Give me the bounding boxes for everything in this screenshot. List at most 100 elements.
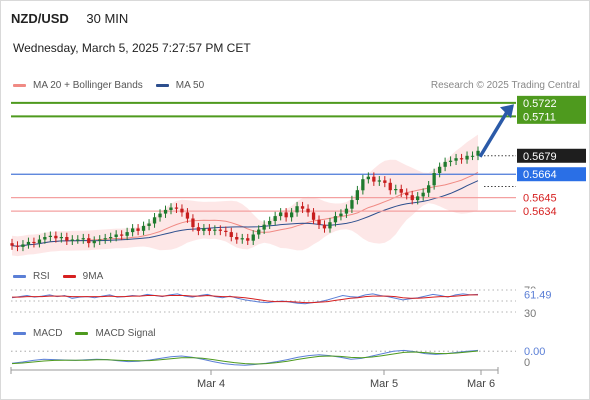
candle-body	[427, 185, 431, 193]
legend-swatch	[13, 332, 26, 335]
candle-body	[120, 234, 124, 236]
candle-body	[240, 238, 244, 240]
candle-body	[333, 216, 338, 223]
candle-body	[328, 222, 332, 229]
candle-body	[169, 207, 173, 210]
candle-body	[448, 160, 453, 162]
candle-body	[279, 212, 283, 217]
legend-label: 9MA	[82, 271, 104, 282]
candle-body	[87, 238, 91, 244]
candle-body	[372, 176, 376, 182]
legend-item-ma20: MA 20 + Bollinger Bands	[13, 80, 143, 91]
candle-body	[290, 212, 294, 218]
candle-body	[306, 208, 310, 213]
candle-body	[295, 206, 299, 213]
candle-body	[114, 234, 118, 237]
macd-tick-0: 0	[524, 357, 530, 369]
credit-text: Research © 2025 Trading Central	[430, 80, 580, 91]
candle-body	[284, 212, 288, 218]
legend-item-macd-signal: MACD Signal	[75, 328, 155, 339]
candle-body	[92, 240, 96, 244]
legend-label: MA 20 + Bollinger Bands	[33, 80, 143, 91]
candle-body	[21, 244, 25, 247]
candle-body	[185, 212, 190, 219]
candle-body	[476, 150, 480, 156]
candle-body	[54, 235, 58, 239]
candle-body	[350, 200, 354, 209]
candle-body	[262, 224, 266, 230]
candle-body	[399, 189, 403, 193]
legend-swatch	[155, 84, 169, 87]
candle-body	[251, 234, 255, 241]
candle-body	[229, 232, 233, 237]
legend-item-rsi: RSI	[13, 271, 50, 282]
candle-body	[366, 176, 370, 180]
candle-body	[158, 213, 162, 218]
candle-body	[32, 241, 36, 244]
candle-body	[235, 237, 239, 240]
resistance-tag-bg	[517, 95, 586, 124]
support-tag: 0.5645	[523, 193, 557, 205]
candle-body	[322, 224, 327, 229]
candle-body	[37, 239, 42, 244]
macd-signal-line	[11, 350, 479, 365]
candle-body	[246, 238, 250, 241]
candle-body	[218, 229, 222, 231]
chart-header: NZD/USD 30 MIN	[11, 11, 128, 26]
candle-body	[43, 237, 47, 240]
candle-body	[196, 227, 201, 231]
timeframe-label[interactable]: 30 MIN	[86, 11, 129, 26]
candle-body	[432, 173, 436, 186]
legend-item-ma50: MA 50	[155, 80, 204, 91]
support-tag: 0.5634	[523, 206, 557, 218]
rsi-line	[11, 293, 479, 305]
legend-item-9ma: 9MA	[62, 271, 104, 282]
candle-body	[125, 232, 129, 236]
candle-body	[163, 209, 168, 214]
candle-body	[361, 179, 365, 191]
rsi-legend: RSI 9MA	[13, 271, 116, 282]
candle-body	[152, 217, 157, 224]
macd-legend: MACD MACD Signal	[13, 328, 168, 339]
candle-body	[257, 229, 261, 235]
x-tick-label: Mar 6	[467, 378, 495, 390]
candle-body	[174, 207, 179, 209]
resistance-tag: 0.5711	[523, 111, 556, 123]
candle-body	[394, 189, 398, 191]
x-tick-label: Mar 4	[197, 378, 225, 390]
candle-body	[131, 228, 135, 233]
x-tick-label: Mar 5	[370, 378, 398, 390]
candle-body	[224, 230, 228, 232]
candle-body	[15, 245, 20, 247]
candle-body	[405, 192, 409, 196]
candle-body	[48, 235, 52, 237]
candle-body	[26, 241, 31, 245]
candle-body	[421, 192, 425, 197]
candle-body	[76, 239, 80, 241]
candle-body	[317, 219, 321, 225]
candle-body	[454, 158, 458, 161]
bollinger-band	[12, 134, 478, 257]
candle-body	[180, 208, 184, 213]
last-price-tag-bg	[517, 148, 586, 163]
candle-body	[65, 237, 69, 241]
candle-body	[202, 228, 206, 231]
datetime-label: Wednesday, March 5, 2025 7:27:57 PM CET	[13, 41, 251, 55]
legend-label: RSI	[33, 271, 50, 282]
legend-swatch	[13, 275, 26, 278]
candle-body	[268, 221, 272, 225]
forecast-arrow-shaft	[478, 109, 510, 158]
candle-body	[311, 212, 316, 220]
candle-body	[355, 190, 359, 200]
candle-body	[383, 180, 387, 183]
candle-body	[81, 238, 85, 240]
legend-swatch	[13, 84, 26, 87]
pair-title: NZD/USD	[11, 11, 69, 26]
legend-item-macd: MACD	[13, 328, 62, 339]
candle-body	[273, 216, 277, 221]
candle-body	[465, 155, 469, 160]
candle-body	[109, 237, 113, 239]
legend-swatch	[62, 275, 76, 278]
candle-body	[443, 161, 447, 167]
